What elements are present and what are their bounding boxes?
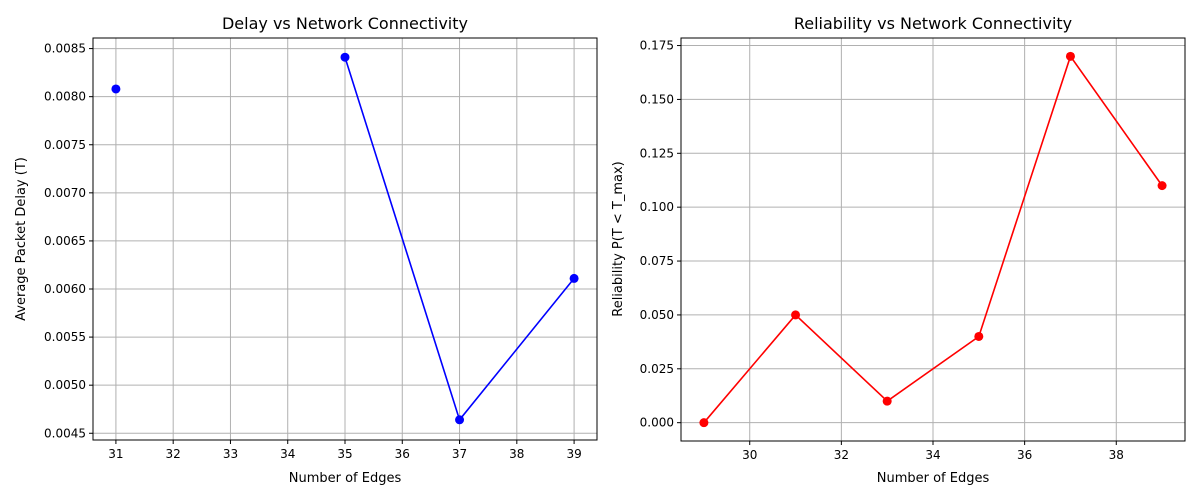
delay-x-tick-label: 35 [337, 447, 352, 461]
delay-data-point [340, 52, 350, 62]
reliability-data-point [882, 396, 892, 406]
reliability-y-tick-label: 0.150 [640, 92, 674, 106]
reliability-x-axis-label: Number of Edges [877, 471, 990, 486]
delay-x-tick-label: 33 [223, 447, 238, 461]
delay-x-tick-label: 38 [509, 447, 524, 461]
delay-y-tick-label: 0.0080 [44, 90, 86, 104]
delay-data-point [111, 84, 121, 94]
delay-y-tick-label: 0.0085 [44, 42, 86, 56]
delay-x-axis-label: Number of Edges [289, 471, 402, 486]
delay-y-tick-label: 0.0045 [44, 426, 86, 440]
reliability-y-tick-label: 0.050 [640, 308, 674, 322]
delay-y-tick-label: 0.0055 [44, 330, 86, 344]
reliability-y-tick-label: 0.175 [640, 39, 674, 53]
reliability-data-point [1065, 51, 1075, 61]
delay-x-tick-label: 34 [280, 447, 295, 461]
delay-x-ticks: 31 32 33 34 35 36 37 38 39 [108, 440, 582, 461]
delay-x-tick-label: 39 [566, 447, 581, 461]
reliability-y-tick-label: 0.075 [640, 254, 674, 268]
reliability-chart-title: Reliability vs Network Connectivity [794, 14, 1072, 33]
delay-x-tick-label: 31 [108, 447, 123, 461]
reliability-series-line [703, 54, 1163, 424]
reliability-y-axis-label: Reliability P(T < T_max) [611, 161, 626, 317]
reliability-x-tick-label: 34 [925, 448, 940, 462]
delay-chart-title: Delay vs Network Connectivity [222, 14, 468, 33]
reliability-x-ticks: 30 32 34 36 38 [742, 441, 1124, 462]
delay-x-tick-label: 32 [166, 447, 181, 461]
delay-y-tick-label: 0.0050 [44, 378, 86, 392]
delay-y-axis-label: Average Packet Delay (T) [14, 157, 29, 321]
delay-data-point [569, 273, 579, 283]
reliability-x-tick-label: 38 [1109, 448, 1124, 462]
delay-y-tick-label: 0.0070 [44, 186, 86, 200]
reliability-chart: Reliability vs Network Connectivity 30 32… [611, 14, 1186, 486]
reliability-y-tick-label: 0.000 [640, 416, 674, 430]
delay-y-tick-label: 0.0075 [44, 138, 86, 152]
delay-x-tick-label: 36 [395, 447, 410, 461]
reliability-data-point [974, 331, 984, 341]
delay-grid [93, 38, 597, 440]
reliability-series-layer [699, 51, 1167, 428]
reliability-data-point [699, 418, 709, 428]
reliability-data-point [791, 310, 801, 320]
reliability-x-tick-label: 36 [1017, 448, 1032, 462]
reliability-data-point [1157, 181, 1167, 191]
delay-x-tick-label: 37 [452, 447, 467, 461]
reliability-y-tick-label: 0.125 [640, 146, 674, 160]
reliability-y-tick-label: 0.025 [640, 362, 674, 376]
delay-y-tick-label: 0.0065 [44, 234, 86, 248]
reliability-y-ticks: 0.000 0.025 0.050 0.075 0.100 0.125 0.150 0.175 [640, 39, 681, 430]
reliability-x-tick-label: 30 [742, 448, 757, 462]
delay-y-ticks: 0.0045 0.0050 0.0055 0.0060 0.0065 0.0070 0.00… [44, 42, 93, 440]
delay-chart: Delay vs Network Connectivity 31 32 33 34 35… [14, 14, 598, 486]
delay-data-point [455, 415, 465, 425]
delay-series-layer [111, 52, 579, 425]
reliability-y-tick-label: 0.100 [640, 200, 674, 214]
reliability-x-tick-label: 32 [834, 448, 849, 462]
delay-y-tick-label: 0.0060 [44, 282, 86, 296]
